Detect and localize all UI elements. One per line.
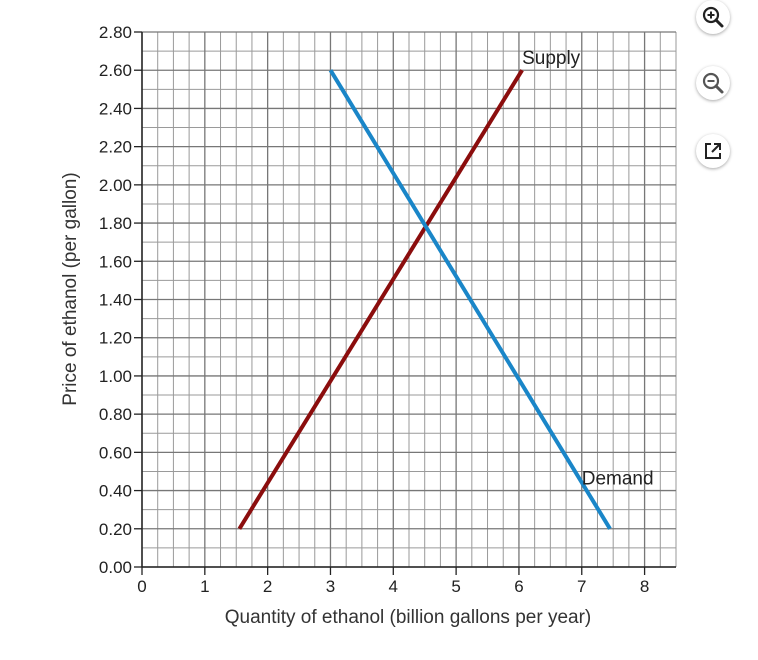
- y-tick-label: 0.20: [99, 520, 132, 539]
- tick-labels: 0.00 0.20 0.40 0.60 0.80 1.00 1.20 1.40 1.60 1.80…: [99, 23, 649, 596]
- curve-label-supply: Supply: [522, 48, 581, 69]
- x-tick-label: 7: [577, 577, 586, 596]
- y-tick-label: 2.60: [99, 61, 132, 80]
- x-tick-label: 3: [326, 577, 335, 596]
- axes: [134, 31, 676, 575]
- x-tick-label: 5: [451, 577, 460, 596]
- y-axis-title: Price of ethanol (per gallon): [60, 172, 81, 405]
- y-tick-label: 1.40: [99, 291, 132, 310]
- y-tick-label: 1.00: [99, 367, 132, 386]
- popout-button[interactable]: [696, 134, 730, 168]
- y-tick-label: 1.80: [99, 214, 132, 233]
- y-tick-label: 0.00: [99, 558, 132, 577]
- x-tick-label: 1: [200, 577, 209, 596]
- zoom-in-icon: [702, 6, 724, 28]
- zoom-out-button[interactable]: [696, 66, 730, 100]
- zoom-out-icon: [702, 72, 724, 94]
- y-tick-label: 2.40: [99, 99, 132, 118]
- x-tick-label: 6: [514, 577, 523, 596]
- curve-label-demand: Demand: [582, 469, 654, 490]
- series-line-demand: [328, 69, 612, 530]
- x-axis-title: Quantity of ethanol (billion gallons per…: [225, 607, 591, 628]
- y-tick-label: 0.40: [99, 482, 132, 501]
- y-tick-label: 1.60: [99, 252, 132, 271]
- x-tick-label: 2: [263, 577, 272, 596]
- series-line-supply: [237, 69, 524, 530]
- y-tick-label: 2.80: [99, 23, 132, 42]
- external-link-icon: [705, 143, 721, 159]
- x-tick-label: 0: [137, 577, 146, 596]
- x-tick-label: 8: [640, 577, 649, 596]
- y-tick-label: 1.20: [99, 329, 132, 348]
- y-tick-label: 2.20: [99, 138, 132, 157]
- curve-labels: Supply Demand: [522, 48, 654, 489]
- y-tick-label: 2.00: [99, 176, 132, 195]
- x-tick-label: 4: [389, 577, 398, 596]
- zoom-in-button[interactable]: [696, 0, 730, 34]
- y-tick-label: 0.60: [99, 443, 132, 462]
- y-tick-label: 0.80: [99, 405, 132, 424]
- series-lines: [237, 69, 612, 530]
